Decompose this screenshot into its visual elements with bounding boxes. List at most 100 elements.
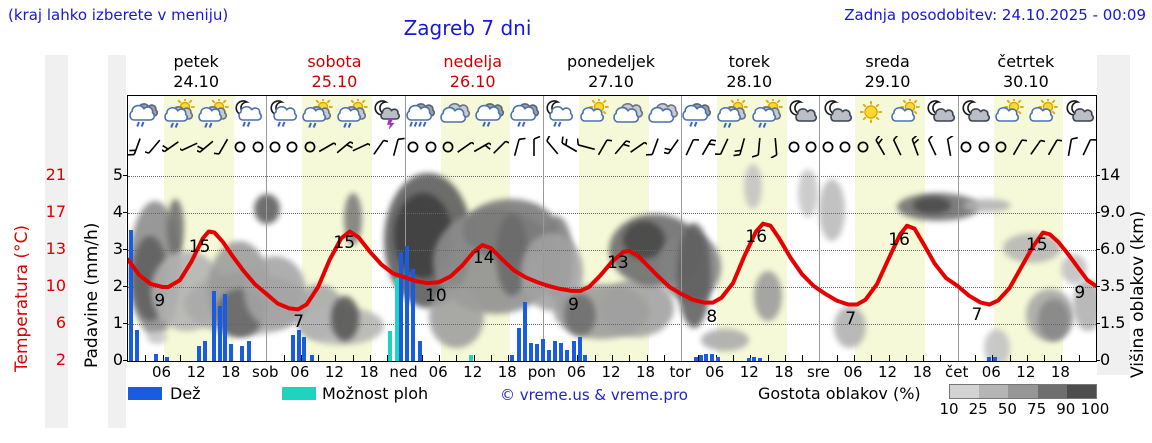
x-hour-label: 06 <box>843 363 863 381</box>
wind-barb-icon <box>508 136 526 158</box>
precip-tick-label: 0 <box>112 350 123 369</box>
precip-tick-label: 1 <box>112 313 123 332</box>
x-hour-label: 18 <box>1050 363 1070 381</box>
x-minor-tick <box>1044 355 1046 361</box>
page-title: Zagreb 7 dni <box>403 16 532 40</box>
temp-value-label: 13 <box>607 253 629 274</box>
rain-bar <box>411 268 416 361</box>
shower-legend-swatch <box>282 387 316 400</box>
weather-icon-sun-cloud-drizzle <box>750 97 786 129</box>
weather-icon-sun-cloud <box>992 97 1028 129</box>
wind-calm-icon <box>802 136 820 158</box>
x-hour-label: 12 <box>324 363 344 381</box>
credit-link[interactable]: © vreme.us & vreme.pro <box>500 386 688 404</box>
rain-bar <box>228 344 233 361</box>
y-left-tick <box>123 323 127 324</box>
cloud-blob <box>744 164 762 209</box>
temp-tick-label: 17 <box>45 202 66 221</box>
cloud-scale-label: 100 <box>1080 400 1110 418</box>
cloud-scale-segment <box>1008 385 1038 398</box>
temp-tick-label: 10 <box>45 276 66 295</box>
height-tick-label: 9.0 <box>1100 202 1126 221</box>
weather-icon-sun <box>853 99 889 129</box>
x-hour-label: 12 <box>601 363 621 381</box>
x-hour-label: 06 <box>290 363 310 381</box>
temp-value-label: 16 <box>745 226 768 247</box>
x-minor-tick <box>905 355 907 361</box>
rain-bar <box>746 358 751 361</box>
wind-barb-icon <box>714 136 733 158</box>
x-minor-tick <box>1078 355 1080 361</box>
x-minor-tick <box>612 355 613 361</box>
cloud-scale-label: 75 <box>1027 400 1047 418</box>
cloud-blob <box>834 306 866 348</box>
wind-calm-icon <box>301 136 319 158</box>
x-minor-tick <box>318 355 320 361</box>
x-minor-tick <box>854 355 855 361</box>
y-right-tick <box>1096 360 1100 361</box>
height-tick-label: 0 <box>1100 350 1111 369</box>
temp-tick-label: 13 <box>45 239 66 258</box>
rain-bar <box>223 294 228 361</box>
x-day-abbr: pon <box>527 363 556 381</box>
wind-barb-icon <box>560 136 578 158</box>
day-header: četrtek 30.10 <box>997 52 1055 91</box>
precip-tick-label: 4 <box>112 202 123 221</box>
wind-barb-icon <box>128 136 146 158</box>
cloud-blob <box>1038 299 1070 341</box>
cloud-blob <box>963 199 1011 212</box>
height-tick-label: 14 <box>1100 165 1121 184</box>
precip-tick-label: 3 <box>112 239 123 258</box>
wind-calm-icon <box>404 136 422 158</box>
weather-icon-cloudy <box>646 99 682 129</box>
weather-icon-cloudy <box>438 99 474 129</box>
rain-bar <box>405 246 410 361</box>
cloud-scale-segment <box>1066 385 1096 398</box>
wind-barb-icon <box>661 136 682 158</box>
chart-plot-area <box>127 95 1097 362</box>
x-minor-tick <box>940 355 942 361</box>
cloud-blob <box>701 329 749 351</box>
rain-bar <box>694 357 699 361</box>
rain-bar <box>522 301 527 361</box>
day-boundary-line <box>266 96 268 361</box>
x-minor-tick <box>1009 355 1011 361</box>
rain-bar <box>309 355 314 361</box>
wind-barb-icon <box>871 134 889 158</box>
x-minor-tick <box>352 355 354 361</box>
temp-value-label: 7 <box>293 312 305 333</box>
x-hour-label: 12 <box>739 363 759 381</box>
cloud-density-scale <box>949 384 1097 399</box>
x-minor-tick <box>162 355 164 361</box>
wind-barb-icon <box>576 136 595 158</box>
wind-barb-icon <box>1061 136 1079 158</box>
rain-bar <box>752 357 757 361</box>
weather-icon-cloud-drizzle <box>128 99 163 129</box>
rain-bar <box>302 336 307 361</box>
x-minor-tick <box>836 355 838 361</box>
rain-bar <box>699 355 704 361</box>
wind-barb-icon <box>681 136 700 158</box>
rain-bar <box>196 346 201 361</box>
temp-value-label: 15 <box>333 232 356 253</box>
day-boundary-line <box>404 96 406 361</box>
y-right-tick <box>1096 212 1100 213</box>
temp-value-label: 9 <box>568 294 579 315</box>
cloud-scale-segment <box>979 385 1009 398</box>
weather-icon-sun-cloud-drizzle <box>335 97 371 129</box>
x-day-abbr: ned <box>389 363 418 381</box>
rain-bar <box>757 358 762 361</box>
weather-icon-moon-cloud <box>957 99 993 129</box>
rain-bar <box>992 357 997 361</box>
rain-bar <box>716 357 721 361</box>
weather-icon-sun-cloud-drizzle <box>162 97 198 129</box>
weather-icon-sun-cloud-drizzle <box>196 97 232 129</box>
weather-icon-moon-cloud-drizzle <box>266 99 302 129</box>
rain-bar <box>135 329 140 361</box>
cloud-blob <box>913 197 951 214</box>
y-right-tick <box>1096 286 1100 287</box>
day-boundary-line <box>542 96 544 361</box>
height-tick-label: 6.0 <box>1100 239 1126 258</box>
x-day-abbr: tor <box>669 363 691 381</box>
